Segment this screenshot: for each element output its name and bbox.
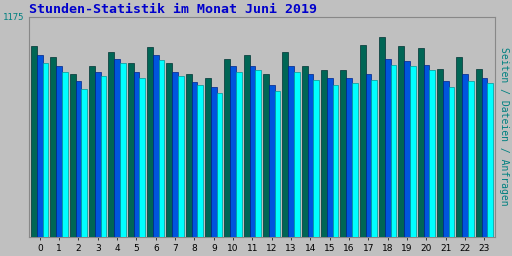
Bar	[139, 78, 145, 237]
Bar	[31, 46, 37, 237]
Y-axis label: Seiten / Dateien / Anfragen: Seiten / Dateien / Anfragen	[499, 47, 509, 206]
Bar	[134, 72, 139, 237]
Bar	[302, 67, 308, 237]
Bar	[418, 48, 423, 237]
Bar	[430, 70, 435, 237]
Bar	[191, 82, 197, 237]
Bar	[308, 74, 313, 237]
Bar	[70, 74, 76, 237]
Bar	[42, 63, 49, 237]
Bar	[224, 59, 230, 237]
Bar	[360, 45, 366, 237]
Bar	[321, 70, 327, 237]
Bar	[410, 67, 416, 237]
Bar	[37, 55, 42, 237]
Bar	[147, 47, 153, 237]
Bar	[172, 72, 178, 237]
Bar	[456, 57, 462, 237]
Bar	[487, 83, 493, 237]
Bar	[288, 67, 294, 237]
Bar	[476, 69, 481, 237]
Bar	[443, 81, 449, 237]
Bar	[274, 91, 281, 237]
Bar	[178, 76, 184, 237]
Bar	[81, 89, 87, 237]
Bar	[89, 67, 95, 237]
Bar	[211, 87, 217, 237]
Bar	[481, 78, 487, 237]
Bar	[269, 85, 274, 237]
Bar	[437, 69, 443, 237]
Bar	[255, 70, 261, 237]
Bar	[391, 65, 396, 237]
Bar	[166, 63, 172, 237]
Bar	[249, 67, 255, 237]
Bar	[404, 61, 410, 237]
Text: Stunden-Statistik im Monat Juni 2019: Stunden-Statistik im Monat Juni 2019	[29, 3, 317, 16]
Bar	[379, 37, 385, 237]
Bar	[217, 93, 223, 237]
Bar	[366, 74, 371, 237]
Bar	[462, 74, 468, 237]
Bar	[62, 72, 68, 237]
Bar	[423, 65, 430, 237]
Bar	[327, 78, 333, 237]
Bar	[109, 52, 114, 237]
Bar	[230, 67, 236, 237]
Bar	[283, 51, 288, 237]
Bar	[50, 57, 56, 237]
Bar	[244, 55, 249, 237]
Bar	[114, 59, 120, 237]
Bar	[385, 59, 391, 237]
Bar	[153, 55, 159, 237]
Bar	[127, 63, 134, 237]
Bar	[340, 70, 346, 237]
Bar	[197, 85, 203, 237]
Bar	[205, 78, 211, 237]
Bar	[346, 78, 352, 237]
Bar	[76, 81, 81, 237]
Bar	[333, 85, 338, 237]
Bar	[313, 80, 319, 237]
Bar	[294, 72, 300, 237]
Bar	[468, 81, 474, 237]
Bar	[186, 74, 191, 237]
Bar	[95, 72, 101, 237]
Bar	[236, 72, 242, 237]
Bar	[56, 67, 62, 237]
Bar	[352, 83, 358, 237]
Bar	[449, 87, 455, 237]
Bar	[120, 63, 126, 237]
Bar	[101, 76, 106, 237]
Bar	[398, 46, 404, 237]
Bar	[159, 60, 164, 237]
Bar	[263, 74, 269, 237]
Bar	[371, 80, 377, 237]
